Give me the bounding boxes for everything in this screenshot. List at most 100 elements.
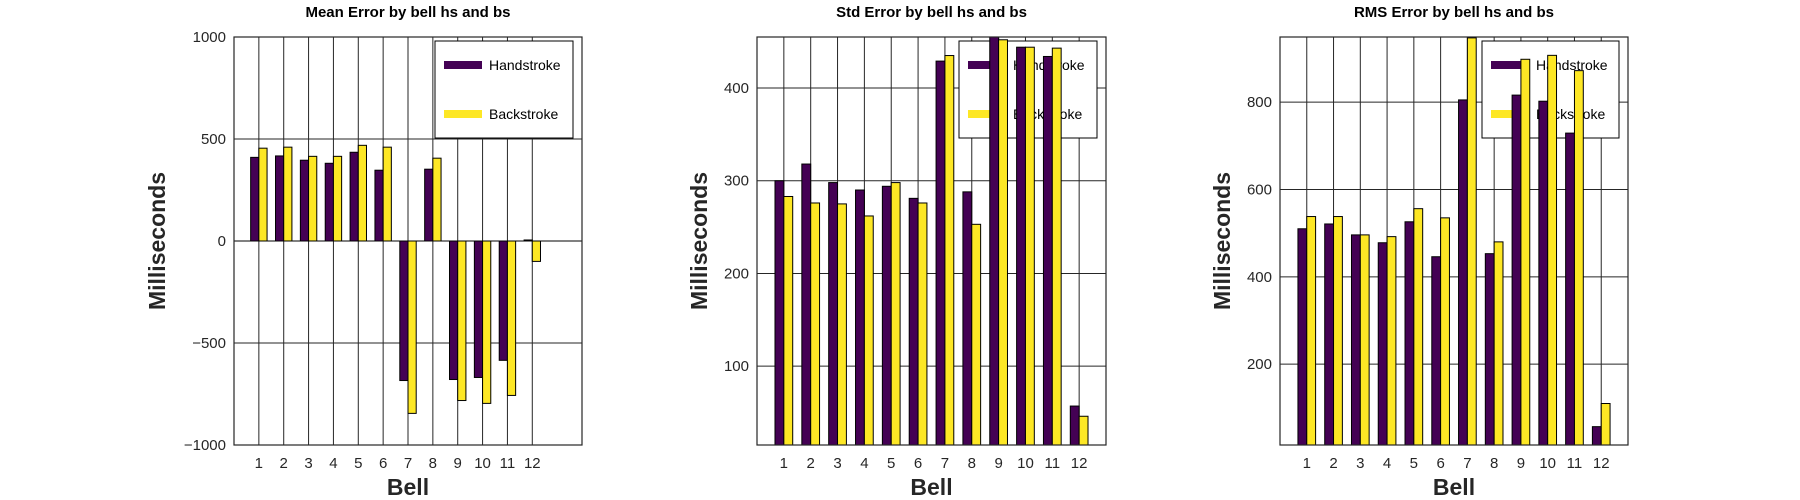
bar-backstroke-bell-5 — [1413, 208, 1424, 446]
y-tick-label: 400 — [724, 80, 749, 97]
legend-swatch-backstroke — [444, 110, 482, 118]
x-tick-label: 2 — [1329, 455, 1337, 472]
bar-backstroke-bell-1 — [258, 147, 268, 242]
bar-backstroke-bell-12 — [1078, 415, 1089, 446]
bar-handstroke-bell-11 — [1042, 55, 1053, 446]
x-tick-label: 5 — [887, 455, 895, 472]
bar-backstroke-bell-9 — [457, 240, 467, 402]
bar-handstroke-bell-2 — [801, 163, 812, 446]
x-tick-label: 10 — [1539, 455, 1556, 472]
x-tick-label: 8 — [968, 455, 976, 472]
bar-backstroke-bell-5 — [890, 182, 901, 446]
bar-handstroke-bell-7 — [1458, 99, 1468, 446]
bar-backstroke-bell-6 — [917, 202, 928, 446]
bar-backstroke-bell-12 — [1600, 403, 1611, 446]
legend-swatch-handstroke — [444, 61, 482, 69]
x-tick-label: 5 — [1410, 455, 1418, 472]
x-tick-label: 2 — [807, 455, 815, 472]
bar-handstroke-bell-8 — [1484, 253, 1495, 446]
x-axis-label: Bell — [910, 474, 952, 500]
chart-title: RMS Error by bell hs and bs — [1354, 4, 1554, 21]
bar-backstroke-bell-3 — [837, 203, 847, 446]
bar-backstroke-bell-6 — [382, 146, 392, 242]
y-tick-label: 200 — [1247, 356, 1272, 373]
chart-1: Mean Error by bell hs and bs1 2 3 4 5 6 7 8 9 10 1… — [144, 4, 583, 500]
legend-label-handstroke: Handstroke — [489, 57, 561, 73]
bar-handstroke-bell-10 — [1538, 100, 1549, 446]
bar-backstroke-bell-2 — [810, 202, 821, 446]
bar-handstroke-bell-11 — [1565, 132, 1575, 446]
bar-backstroke-bell-8 — [971, 223, 982, 446]
legend-label-handstroke: Handstroke — [1536, 57, 1608, 73]
x-tick-label: 6 — [379, 455, 387, 472]
axes-frame — [1279, 36, 1629, 446]
chart-2: Std Error by bell hs and bs1 2 3 4 5 6 7 8 9 10 11… — [686, 4, 1107, 500]
bar-handstroke-bell-4 — [1377, 242, 1388, 446]
bar-handstroke-bell-1 — [250, 156, 260, 242]
x-tick-label: 4 — [329, 455, 337, 472]
bar-handstroke-bell-6 — [374, 169, 384, 242]
chart-3: RMS Error by bell hs and bs1 2 3 4 5 6 7 8 9 10 11… — [1209, 4, 1629, 500]
bar-backstroke-bell-4 — [1386, 236, 1397, 446]
bar-handstroke-bell-2 — [1324, 223, 1335, 446]
x-tick-label: 11 — [1045, 455, 1061, 472]
y-tick-label: −500 — [192, 335, 226, 352]
bar-backstroke-bell-10 — [1547, 54, 1558, 446]
bar-handstroke-bell-2 — [275, 155, 285, 242]
x-tick-label: 12 — [1593, 455, 1610, 472]
bar-backstroke-bell-7 — [1466, 37, 1477, 446]
x-tick-label: 8 — [429, 455, 437, 472]
bar-backstroke-bell-7 — [944, 55, 955, 446]
x-tick-label: 6 — [1436, 455, 1444, 472]
x-tick-label: 11 — [1567, 455, 1583, 472]
bar-backstroke-bell-11 — [1051, 47, 1062, 446]
legend-swatch-backstroke — [1491, 110, 1529, 118]
x-tick-label: 9 — [454, 455, 462, 472]
bar-handstroke-bell-3 — [828, 182, 839, 446]
y-tick-label: 300 — [724, 173, 749, 190]
x-tick-label: 9 — [1517, 455, 1525, 472]
x-tick-label: 1 — [255, 455, 263, 472]
bar-handstroke-bell-11 — [498, 240, 508, 361]
y-tick-label: 600 — [1247, 181, 1272, 198]
bar-handstroke-bell-3 — [299, 159, 310, 242]
y-tick-label: 400 — [1247, 269, 1272, 286]
legend: Handstroke Backstroke — [434, 40, 574, 139]
bar-handstroke-bell-1 — [774, 180, 785, 446]
bar-handstroke-bell-7 — [399, 240, 409, 382]
chart-title: Std Error by bell hs and bs — [836, 4, 1027, 21]
legend-box — [434, 40, 574, 139]
x-tick-label: 1 — [780, 455, 788, 472]
chart-title: Mean Error by bell hs and bs — [305, 4, 510, 21]
bar-handstroke-bell-9 — [1511, 94, 1522, 446]
bar-backstroke-bell-3 — [1359, 234, 1370, 446]
bar-handstroke-bell-1 — [1297, 228, 1308, 446]
bar-backstroke-bell-11 — [506, 240, 517, 396]
x-tick-label: 12 — [1071, 455, 1088, 472]
x-tick-label: 3 — [833, 455, 841, 472]
bar-backstroke-bell-9 — [1520, 58, 1531, 446]
x-tick-label: 12 — [524, 455, 541, 472]
y-axis-label: Milliseconds — [686, 172, 712, 310]
bar-handstroke-bell-5 — [349, 151, 359, 242]
x-tick-label: 11 — [500, 455, 516, 472]
bar-handstroke-bell-9 — [449, 240, 459, 381]
y-axis-label: Milliseconds — [1209, 172, 1235, 310]
bar-backstroke-bell-4 — [332, 155, 343, 242]
bar-backstroke-bell-10 — [482, 240, 492, 404]
bar-backstroke-bell-6 — [1440, 217, 1450, 446]
bar-handstroke-bell-8 — [424, 168, 434, 242]
y-tick-label: 800 — [1247, 94, 1272, 111]
x-tick-label: 4 — [860, 455, 868, 472]
bar-handstroke-bell-6 — [908, 197, 919, 446]
x-tick-label: 10 — [474, 455, 491, 472]
bar-handstroke-bell-5 — [1404, 221, 1415, 446]
bar-handstroke-bell-10 — [473, 240, 484, 378]
bar-handstroke-bell-4 — [855, 189, 865, 446]
bar-backstroke-bell-4 — [863, 215, 874, 446]
bar-backstroke-bell-2 — [1333, 216, 1343, 446]
y-axis-label: Milliseconds — [144, 172, 170, 310]
bar-handstroke-bell-10 — [1016, 46, 1026, 446]
y-tick-label: −1000 — [184, 437, 226, 454]
